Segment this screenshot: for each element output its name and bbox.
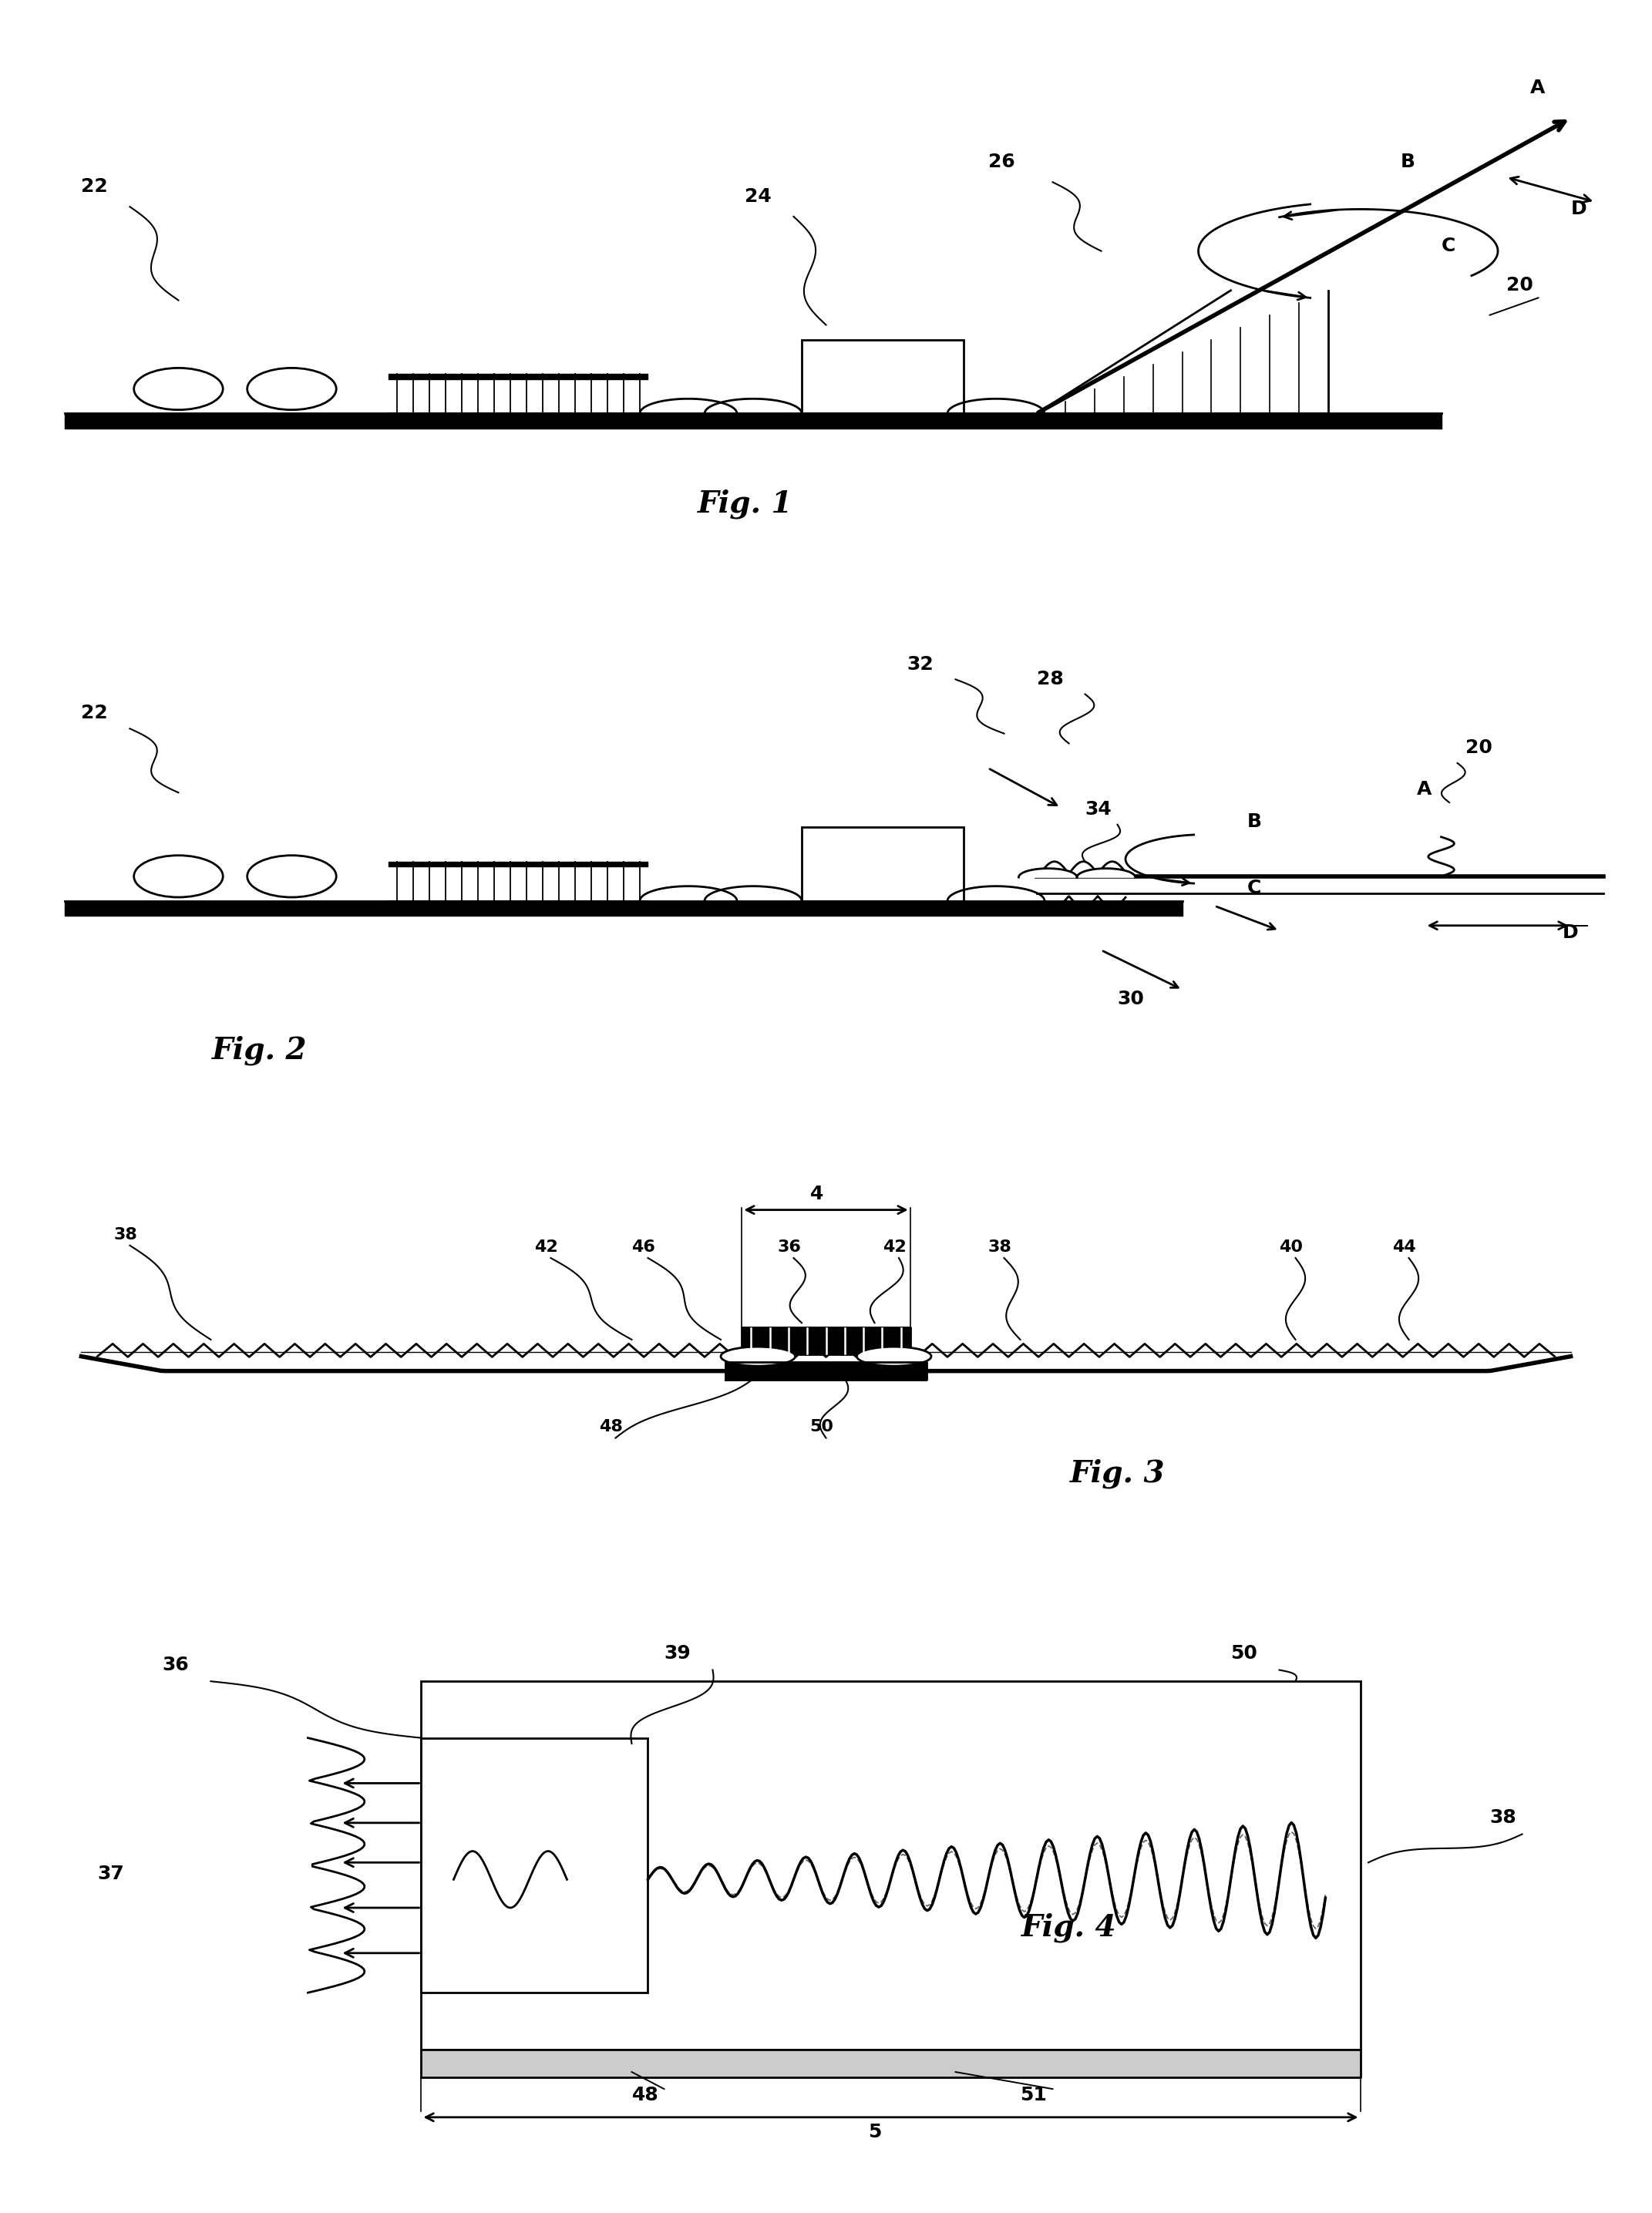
Text: 48: 48 xyxy=(600,1419,623,1434)
Text: 44: 44 xyxy=(1393,1239,1416,1255)
Text: 28: 28 xyxy=(1036,671,1064,688)
Bar xyxy=(801,828,963,901)
Text: 22: 22 xyxy=(81,177,107,195)
Text: 30: 30 xyxy=(1117,989,1145,1009)
Text: 42: 42 xyxy=(882,1239,907,1255)
Text: B: B xyxy=(1247,812,1262,830)
Text: 46: 46 xyxy=(631,1239,656,1255)
Text: Fig. 1: Fig. 1 xyxy=(697,489,793,518)
Text: Fig. 3: Fig. 3 xyxy=(1070,1458,1165,1489)
Text: 4: 4 xyxy=(809,1184,823,1204)
Polygon shape xyxy=(725,1361,927,1379)
Bar xyxy=(421,1682,1360,2049)
Text: A: A xyxy=(1417,781,1432,799)
Text: 20: 20 xyxy=(1465,739,1492,757)
Polygon shape xyxy=(1077,867,1135,876)
Text: 38: 38 xyxy=(114,1226,137,1241)
Text: D: D xyxy=(1571,199,1586,217)
Text: 38: 38 xyxy=(988,1239,1011,1255)
Text: 32: 32 xyxy=(907,655,933,673)
Text: 37: 37 xyxy=(97,1866,124,1883)
Circle shape xyxy=(720,1348,795,1365)
Bar xyxy=(421,1737,648,1992)
Text: 50: 50 xyxy=(809,1419,834,1434)
Circle shape xyxy=(857,1348,932,1365)
Polygon shape xyxy=(742,1328,910,1354)
Polygon shape xyxy=(1019,867,1077,876)
Text: 36: 36 xyxy=(778,1239,801,1255)
Text: 34: 34 xyxy=(1085,801,1112,819)
Text: 36: 36 xyxy=(162,1655,188,1673)
Text: 42: 42 xyxy=(535,1239,558,1255)
Ellipse shape xyxy=(134,856,223,896)
Text: A: A xyxy=(1530,80,1545,97)
Bar xyxy=(801,339,963,414)
Text: 20: 20 xyxy=(1507,277,1533,294)
Text: 48: 48 xyxy=(631,2085,659,2105)
Text: Fig. 2: Fig. 2 xyxy=(211,1036,307,1064)
Text: 22: 22 xyxy=(81,704,107,724)
Text: 50: 50 xyxy=(1231,1644,1257,1662)
Text: C: C xyxy=(1247,879,1260,898)
Text: D: D xyxy=(1563,923,1579,943)
Text: 39: 39 xyxy=(664,1644,691,1662)
Ellipse shape xyxy=(134,367,223,409)
Text: 5: 5 xyxy=(867,2122,881,2140)
Text: Fig. 4: Fig. 4 xyxy=(1021,1912,1117,1943)
Text: 51: 51 xyxy=(1021,2085,1047,2105)
Text: 38: 38 xyxy=(1490,1808,1517,1826)
Polygon shape xyxy=(421,2049,1360,2078)
Text: 26: 26 xyxy=(988,153,1014,170)
Ellipse shape xyxy=(248,367,337,409)
Text: B: B xyxy=(1401,153,1416,170)
Ellipse shape xyxy=(248,856,337,896)
Text: C: C xyxy=(1441,237,1455,254)
Text: 24: 24 xyxy=(745,188,771,206)
Text: 40: 40 xyxy=(1279,1239,1303,1255)
